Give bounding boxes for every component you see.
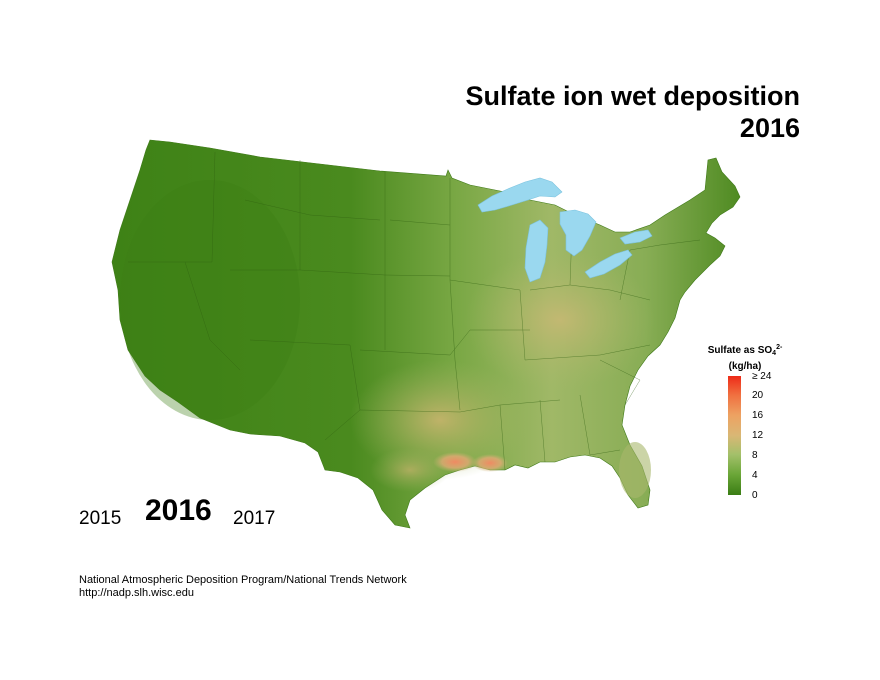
legend-tick: 8 bbox=[752, 450, 758, 461]
legend-title-subscript: 4 bbox=[772, 350, 777, 357]
credits-organization: National Atmospheric Deposition Program/… bbox=[79, 574, 407, 586]
legend-title-main: Sulfate as SO bbox=[707, 345, 773, 356]
ohio-valley-high bbox=[465, 250, 655, 390]
legend-title-superscript: 2- bbox=[776, 344, 783, 351]
texas-coast-high bbox=[370, 448, 450, 492]
legend-tick: 16 bbox=[752, 410, 764, 421]
state-borders bbox=[128, 151, 701, 471]
legend-title: Sulfate as SO42- (kg/ha) bbox=[700, 341, 790, 373]
legend-units: (kg/ha) bbox=[728, 361, 762, 372]
lake-erie bbox=[584, 249, 633, 279]
title-year: 2016 bbox=[739, 113, 800, 143]
gulf-coast-hotspot bbox=[472, 454, 508, 472]
lake-huron bbox=[559, 209, 597, 257]
credits: National Atmospheric Deposition Program/… bbox=[79, 574, 407, 600]
map-title: Sulfate ion wet deposition 2016 bbox=[465, 80, 800, 144]
lake-ontario bbox=[619, 229, 653, 245]
legend-tick: 4 bbox=[752, 470, 758, 481]
lake-superior bbox=[477, 177, 563, 213]
legend-tick: ≥ 24 bbox=[752, 371, 772, 382]
west-low bbox=[120, 180, 300, 420]
great-lakes bbox=[477, 177, 653, 283]
legend-tick: 0 bbox=[752, 490, 758, 501]
credits-url[interactable]: http://nadp.slh.wisc.edu bbox=[79, 587, 194, 599]
title-line-1: Sulfate ion wet deposition bbox=[465, 81, 800, 111]
previous-year-link[interactable]: 2015 bbox=[79, 508, 122, 529]
legend-color-bar bbox=[728, 376, 741, 495]
current-year-label: 2016 bbox=[145, 494, 212, 527]
lake-michigan bbox=[524, 219, 549, 283]
next-year-link[interactable]: 2017 bbox=[233, 508, 276, 529]
legend-tick: 12 bbox=[752, 430, 764, 441]
florida-peninsula bbox=[619, 442, 651, 498]
legend-tick: 20 bbox=[752, 390, 764, 401]
